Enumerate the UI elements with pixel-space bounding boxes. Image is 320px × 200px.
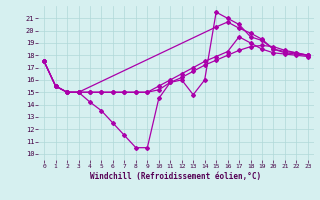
X-axis label: Windchill (Refroidissement éolien,°C): Windchill (Refroidissement éolien,°C) <box>91 172 261 181</box>
